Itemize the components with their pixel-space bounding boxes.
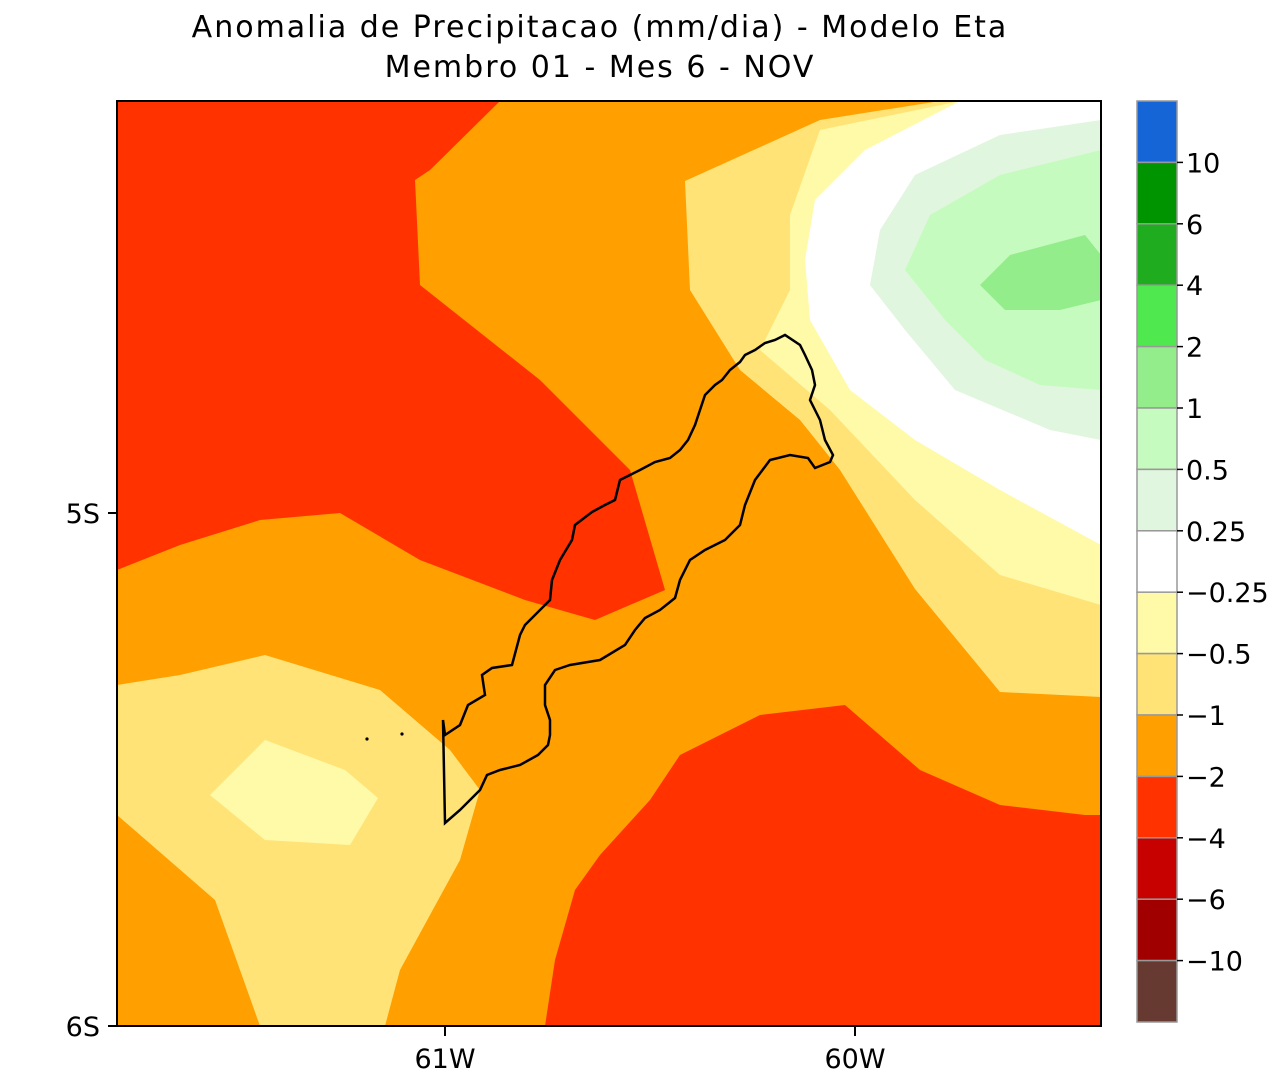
legend-swatch xyxy=(1136,468,1178,532)
legend-swatch xyxy=(1136,100,1178,164)
legend-swatch xyxy=(1136,898,1178,962)
map-title: Anomalia de Precipitacao (mm/dia) - Mode… xyxy=(191,10,1009,45)
legend-swatch xyxy=(1136,407,1178,471)
island-dot xyxy=(400,732,404,736)
contour-band-minus2-minus4-nw xyxy=(117,101,665,620)
legend-swatch xyxy=(1136,959,1178,1023)
coastline-outline xyxy=(441,333,835,826)
contour-field xyxy=(117,101,1101,1026)
x-tick-label-61w: 61W xyxy=(414,1044,475,1075)
contour-band-minus025-minus05-sw xyxy=(210,740,378,845)
legend-label: −2 xyxy=(1186,762,1226,793)
legend-label: 10 xyxy=(1186,148,1220,179)
legend-swatch xyxy=(1136,652,1178,716)
legend-label: −0.5 xyxy=(1186,640,1252,671)
legend-label: −10 xyxy=(1186,947,1243,978)
color-legend: 10 6 4 2 1 0.5 0.25 −0.25 −0.5 −1 −2 −4 −6 −10 xyxy=(1136,100,1269,1023)
axis-ticks xyxy=(108,512,856,1036)
legend-swatch xyxy=(1136,345,1178,409)
legend-swatch xyxy=(1136,161,1178,225)
legend-label: −1 xyxy=(1186,701,1226,732)
legend-swatch xyxy=(1136,223,1178,286)
contour-band-minus2-minus4-se xyxy=(545,705,1101,1026)
legend-swatch xyxy=(1136,284,1178,348)
legend-swatch xyxy=(1136,530,1178,593)
legend-label: 0.5 xyxy=(1186,455,1229,486)
legend-swatch xyxy=(1136,837,1178,900)
legend-swatch xyxy=(1136,775,1178,839)
contour-band-1-2 xyxy=(980,235,1101,310)
plot-frame xyxy=(116,100,1102,1027)
legend-label: 4 xyxy=(1186,271,1203,302)
x-tick-label-60w: 60W xyxy=(824,1044,885,1075)
legend-label: 6 xyxy=(1186,210,1203,241)
y-tick-label-6s: 6S xyxy=(66,1012,100,1043)
legend-label: −4 xyxy=(1186,824,1226,855)
legend-label: 1 xyxy=(1186,394,1203,425)
legend-label: −6 xyxy=(1186,885,1226,916)
legend-label: 2 xyxy=(1186,333,1203,364)
legend-swatch xyxy=(1136,591,1178,655)
y-tick-label-5s: 5S xyxy=(66,499,100,530)
legend-swatch xyxy=(1136,714,1178,778)
legend-label: 0.25 xyxy=(1186,517,1246,548)
legend-label: −0.25 xyxy=(1186,578,1269,609)
island-dot xyxy=(365,737,369,741)
map-subtitle: Membro 01 - Mes 6 - NOV xyxy=(384,50,816,85)
